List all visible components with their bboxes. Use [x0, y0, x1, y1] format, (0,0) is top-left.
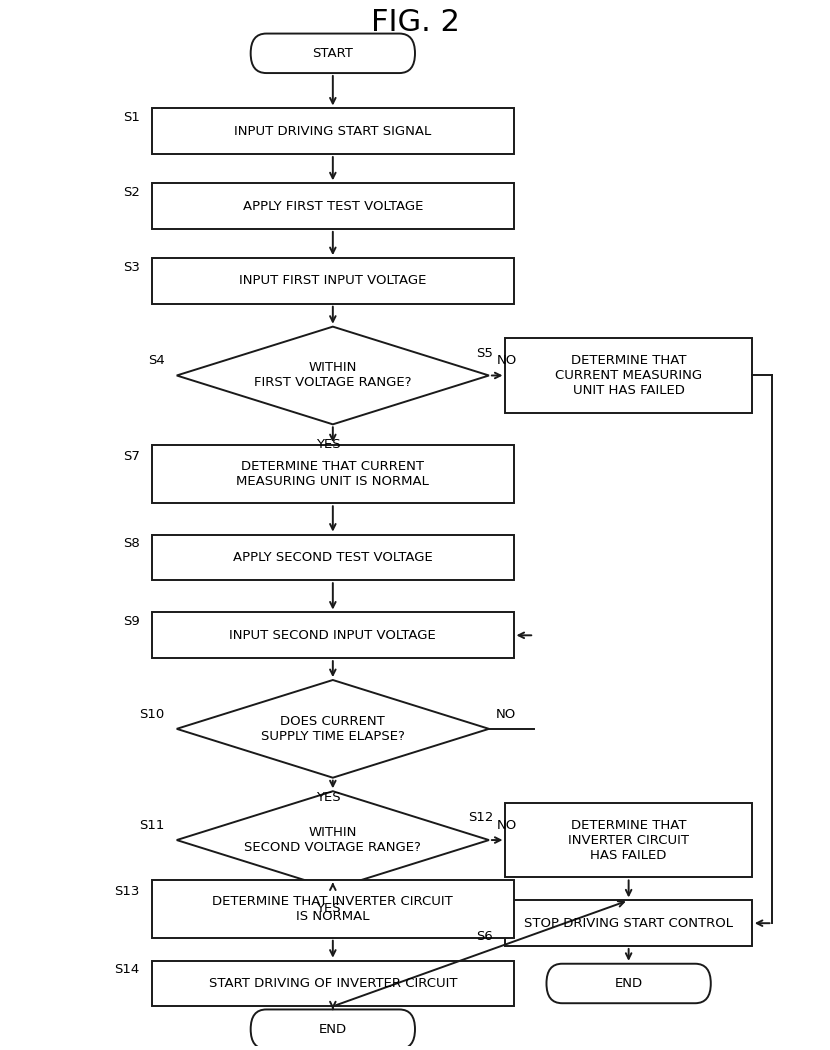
- Text: S2: S2: [123, 186, 139, 198]
- Text: S3: S3: [123, 260, 139, 274]
- Text: STOP DRIVING START CONTROL: STOP DRIVING START CONTROL: [524, 917, 733, 929]
- Text: END: END: [614, 976, 642, 990]
- FancyBboxPatch shape: [152, 612, 514, 658]
- FancyBboxPatch shape: [152, 445, 514, 503]
- Text: S13: S13: [115, 885, 139, 898]
- Text: S9: S9: [123, 615, 139, 628]
- Text: YES: YES: [316, 792, 341, 804]
- Text: DETERMINE THAT CURRENT
MEASURING UNIT IS NORMAL: DETERMINE THAT CURRENT MEASURING UNIT IS…: [237, 460, 429, 488]
- Text: DETERMINE THAT INVERTER CIRCUIT
IS NORMAL: DETERMINE THAT INVERTER CIRCUIT IS NORMA…: [212, 895, 453, 923]
- Polygon shape: [177, 680, 489, 778]
- Text: DOES CURRENT
SUPPLY TIME ELAPSE?: DOES CURRENT SUPPLY TIME ELAPSE?: [261, 715, 405, 742]
- Text: S8: S8: [123, 538, 139, 550]
- Text: START: START: [312, 47, 354, 60]
- Text: NO: NO: [496, 708, 515, 720]
- FancyBboxPatch shape: [152, 961, 514, 1006]
- Text: S7: S7: [123, 450, 139, 463]
- Text: S12: S12: [467, 811, 493, 824]
- Text: WITHIN
FIRST VOLTAGE RANGE?: WITHIN FIRST VOLTAGE RANGE?: [254, 361, 412, 390]
- Text: S5: S5: [476, 346, 493, 359]
- Text: END: END: [319, 1023, 347, 1035]
- Text: S14: S14: [115, 963, 139, 976]
- Text: INPUT SECOND INPUT VOLTAGE: INPUT SECOND INPUT VOLTAGE: [229, 629, 437, 642]
- FancyBboxPatch shape: [251, 34, 415, 74]
- Polygon shape: [177, 792, 489, 889]
- Text: INPUT FIRST INPUT VOLTAGE: INPUT FIRST INPUT VOLTAGE: [239, 274, 427, 288]
- FancyBboxPatch shape: [152, 258, 514, 303]
- Text: S4: S4: [148, 354, 164, 368]
- Text: S11: S11: [139, 819, 164, 832]
- FancyBboxPatch shape: [251, 1009, 415, 1049]
- Text: START DRIVING OF INVERTER CIRCUIT: START DRIVING OF INVERTER CIRCUIT: [208, 976, 457, 990]
- FancyBboxPatch shape: [546, 964, 710, 1003]
- FancyBboxPatch shape: [505, 802, 752, 878]
- Polygon shape: [177, 327, 489, 424]
- Text: NO: NO: [497, 819, 517, 832]
- Text: APPLY SECOND TEST VOLTAGE: APPLY SECOND TEST VOLTAGE: [233, 551, 432, 564]
- Text: WITHIN
SECOND VOLTAGE RANGE?: WITHIN SECOND VOLTAGE RANGE?: [244, 826, 422, 854]
- Text: YES: YES: [316, 438, 341, 450]
- Text: INPUT DRIVING START SIGNAL: INPUT DRIVING START SIGNAL: [234, 125, 432, 138]
- FancyBboxPatch shape: [152, 534, 514, 581]
- Text: DETERMINE THAT
CURRENT MEASURING
UNIT HAS FAILED: DETERMINE THAT CURRENT MEASURING UNIT HA…: [555, 354, 702, 397]
- Text: YES: YES: [316, 902, 341, 916]
- FancyBboxPatch shape: [152, 108, 514, 154]
- Text: S1: S1: [123, 111, 139, 124]
- Text: FIG. 2: FIG. 2: [370, 7, 460, 37]
- Text: S6: S6: [476, 930, 493, 943]
- FancyBboxPatch shape: [505, 900, 752, 946]
- FancyBboxPatch shape: [152, 880, 514, 938]
- Text: NO: NO: [497, 354, 517, 368]
- Text: DETERMINE THAT
INVERTER CIRCUIT
HAS FAILED: DETERMINE THAT INVERTER CIRCUIT HAS FAIL…: [568, 819, 689, 862]
- Text: APPLY FIRST TEST VOLTAGE: APPLY FIRST TEST VOLTAGE: [242, 200, 423, 212]
- FancyBboxPatch shape: [152, 183, 514, 229]
- Text: S10: S10: [139, 708, 164, 720]
- FancyBboxPatch shape: [505, 338, 752, 413]
